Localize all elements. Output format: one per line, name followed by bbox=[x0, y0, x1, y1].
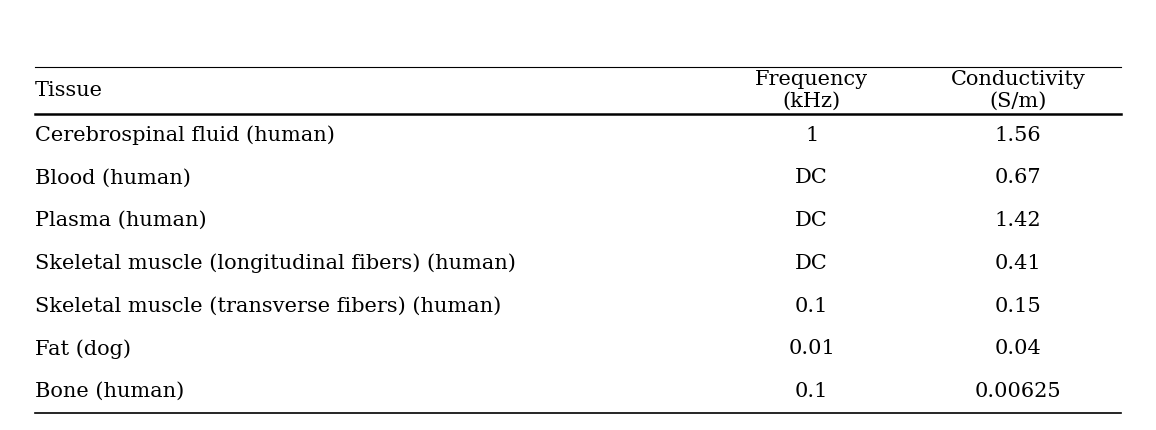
Text: DC: DC bbox=[795, 211, 828, 230]
Text: 0.67: 0.67 bbox=[995, 169, 1042, 187]
Text: Fat (dog): Fat (dog) bbox=[35, 339, 131, 359]
Text: Skeletal muscle (longitudinal fibers) (human): Skeletal muscle (longitudinal fibers) (h… bbox=[35, 254, 516, 273]
Text: 1: 1 bbox=[805, 126, 818, 145]
Text: Blood (human): Blood (human) bbox=[35, 169, 191, 187]
Text: 0.41: 0.41 bbox=[994, 254, 1042, 273]
Text: DC: DC bbox=[795, 169, 828, 187]
Text: Conductivity
(S/m): Conductivity (S/m) bbox=[950, 70, 1085, 111]
Text: Cerebrospinal fluid (human): Cerebrospinal fluid (human) bbox=[35, 126, 334, 145]
Text: Tissue: Tissue bbox=[35, 81, 103, 100]
Text: 0.15: 0.15 bbox=[994, 297, 1042, 316]
Text: DC: DC bbox=[795, 254, 828, 273]
Text: 1.42: 1.42 bbox=[995, 211, 1042, 230]
Text: 0.1: 0.1 bbox=[795, 297, 829, 316]
Text: 0.1: 0.1 bbox=[795, 382, 829, 401]
Text: Skeletal muscle (transverse fibers) (human): Skeletal muscle (transverse fibers) (hum… bbox=[35, 297, 501, 316]
Text: 0.01: 0.01 bbox=[788, 339, 835, 358]
Text: Frequency
(kHz): Frequency (kHz) bbox=[755, 70, 868, 111]
Text: 1.56: 1.56 bbox=[995, 126, 1042, 145]
Text: 0.04: 0.04 bbox=[994, 339, 1042, 358]
Text: Plasma (human): Plasma (human) bbox=[35, 211, 206, 230]
Text: 0.00625: 0.00625 bbox=[975, 382, 1061, 401]
Text: Bone (human): Bone (human) bbox=[35, 382, 184, 401]
